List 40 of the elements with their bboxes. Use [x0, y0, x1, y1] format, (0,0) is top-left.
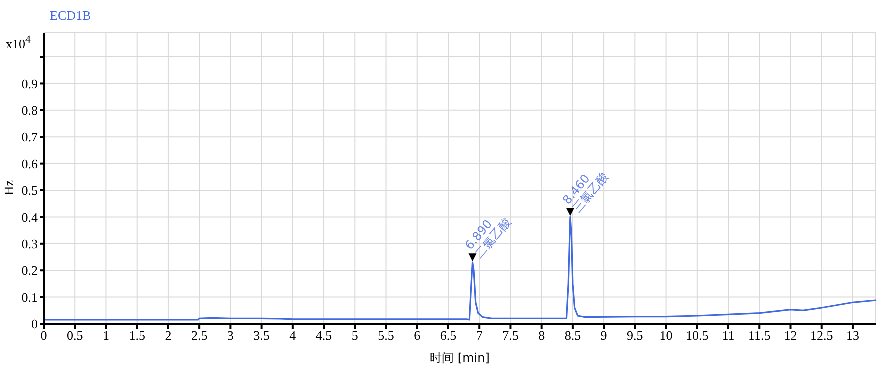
x-tick-label: 7	[476, 328, 484, 344]
x-tick-label: 8	[538, 328, 546, 344]
x-tick-label: 6	[414, 328, 422, 344]
y-axis-title: Hz	[2, 180, 18, 196]
x-tick-label: 11	[722, 328, 735, 344]
y-tick-label: 0.8	[22, 103, 38, 118]
text: x10$^{4}$	[6, 34, 31, 52]
x-tick-label: 7.5	[502, 328, 519, 344]
x-tick-label: 1	[102, 328, 110, 344]
y-tick-label: 0.4	[22, 210, 38, 225]
x-tick-label: 13	[846, 328, 860, 344]
x-tick-label: 8.5	[564, 328, 582, 344]
y-tick-label: 0.3	[22, 236, 38, 252]
x-tick-label: 11.5	[748, 328, 771, 344]
y-tick-label: 0.9	[22, 76, 38, 92]
y-tick-label: 0.2	[22, 263, 38, 278]
x-axis-title: 时间 [min]	[430, 351, 490, 365]
y-tick-label: 0.1	[22, 290, 38, 305]
x-tick-label: 3	[227, 328, 234, 344]
x-tick-label: 3.5	[254, 328, 270, 344]
x-tick-label: 6.5	[440, 328, 457, 344]
x-tick-label: 5.5	[378, 328, 394, 344]
x-tick-label: 4.5	[316, 328, 332, 344]
x-tick-label: 0.5	[66, 328, 84, 344]
x-tick-label: 4	[290, 328, 297, 344]
x-tick-label: 12.5	[810, 328, 834, 344]
chart-title: ECD1B	[50, 8, 92, 24]
x-tick-label: 10	[660, 328, 673, 344]
x-tick-label: 12	[784, 328, 798, 344]
y-tick-label: 0.7	[22, 130, 38, 145]
y-tick-label: 0.5	[22, 183, 38, 198]
x-tick-label: 5	[352, 328, 358, 344]
y-tick-label: 0.6	[22, 156, 38, 172]
x-tick-label: 9	[600, 328, 608, 344]
y-tick-label: 0	[32, 316, 38, 332]
x-tick-label: 9.5	[627, 328, 644, 344]
x-tick-label: 2	[165, 328, 172, 344]
x-tick-label: 10.5	[686, 328, 709, 344]
x-tick-label: 2.5	[191, 328, 208, 344]
x-tick-label: 1.5	[129, 328, 146, 344]
